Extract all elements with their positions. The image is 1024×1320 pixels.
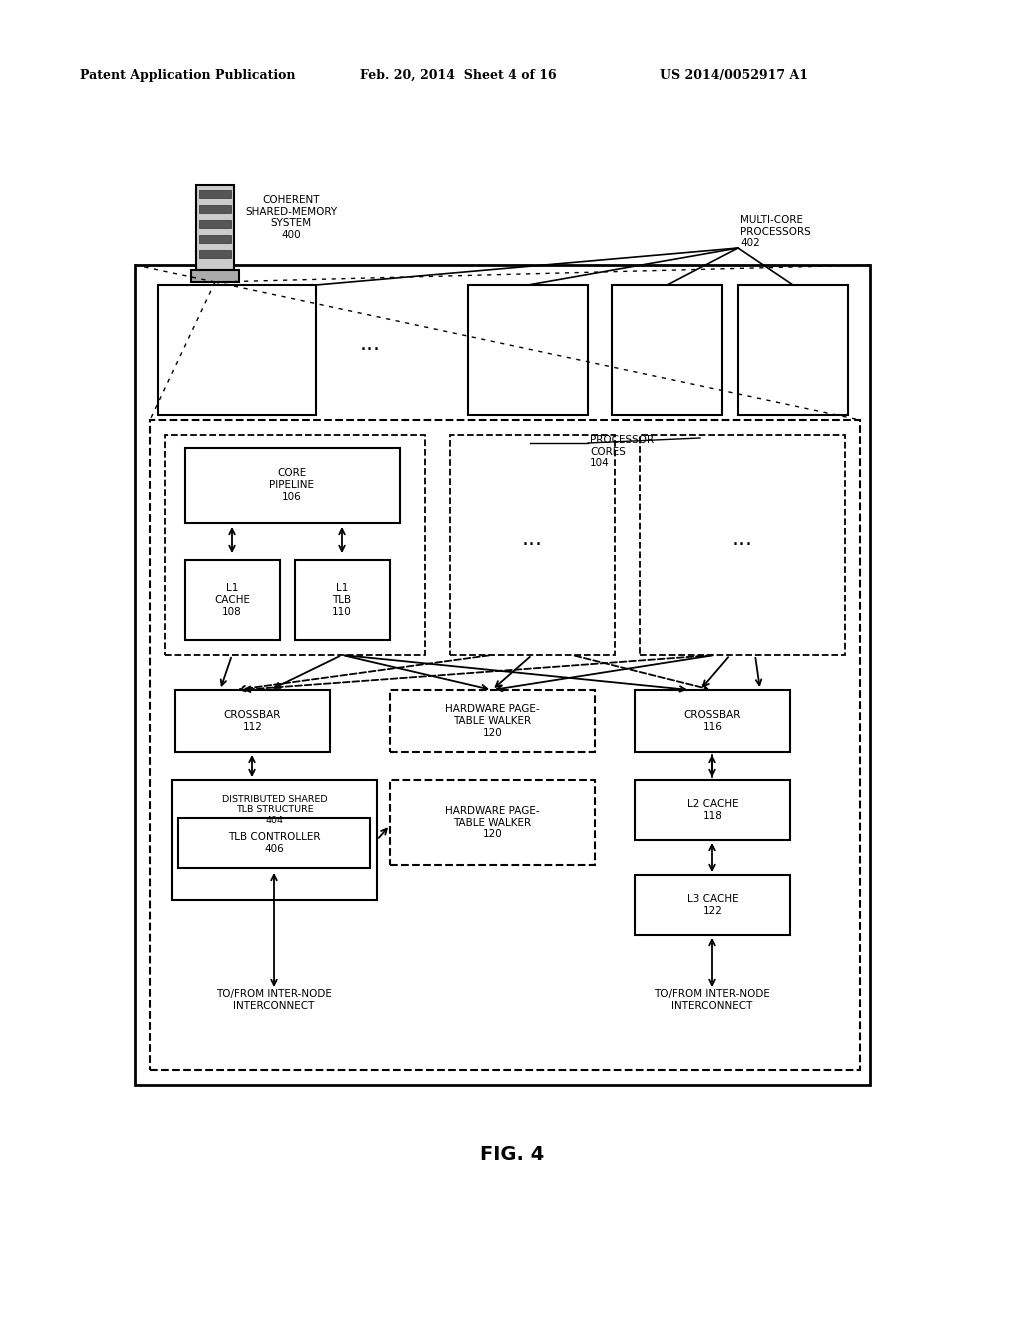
Text: DISTRIBUTED SHARED
TLB STRUCTURE
404: DISTRIBUTED SHARED TLB STRUCTURE 404 [221,795,328,825]
Bar [390,690,595,752]
Bar [196,185,234,271]
Text: CROSSBAR
116: CROSSBAR 116 [684,710,741,731]
Bar [185,560,280,640]
Text: L2 CACHE
118: L2 CACHE 118 [687,799,738,821]
Text: PROCESSOR
CORES
104: PROCESSOR CORES 104 [590,436,654,469]
Bar [199,249,231,257]
Text: Feb. 20, 2014  Sheet 4 of 16: Feb. 20, 2014 Sheet 4 of 16 [360,69,557,82]
Bar [178,818,370,869]
Text: ···: ··· [521,535,543,554]
Bar [468,285,588,414]
Bar [612,285,722,414]
Text: Patent Application Publication: Patent Application Publication [80,69,296,82]
Bar [390,780,595,865]
Bar [295,560,390,640]
Bar [199,220,231,228]
Text: TO/FROM INTER-NODE
INTERCONNECT: TO/FROM INTER-NODE INTERCONNECT [216,989,332,1011]
Bar [640,436,845,655]
Bar [185,447,400,523]
Text: TO/FROM INTER-NODE
INTERCONNECT: TO/FROM INTER-NODE INTERCONNECT [654,989,770,1011]
Bar [158,285,316,414]
Bar [635,780,790,840]
Text: HARDWARE PAGE-
TABLE WALKER
120: HARDWARE PAGE- TABLE WALKER 120 [445,807,540,840]
Bar [135,265,870,1085]
Bar [199,235,231,243]
Text: COHERENT
SHARED-MEMORY
SYSTEM
400: COHERENT SHARED-MEMORY SYSTEM 400 [245,195,337,240]
Bar [635,690,790,752]
Bar [150,420,860,1071]
Text: ···: ··· [731,535,753,554]
Text: CORE
PIPELINE
106: CORE PIPELINE 106 [269,469,314,502]
Text: L3 CACHE
122: L3 CACHE 122 [687,894,738,916]
Text: FIG. 4: FIG. 4 [480,1146,544,1164]
Text: TLB CONTROLLER
406: TLB CONTROLLER 406 [227,832,321,854]
Text: L1
TLB
110: L1 TLB 110 [332,583,352,616]
Bar [165,436,425,655]
Text: L1
CACHE
108: L1 CACHE 108 [214,583,250,616]
Bar [738,285,848,414]
Text: US 2014/0052917 A1: US 2014/0052917 A1 [660,69,808,82]
Text: MULTI-CORE
PROCESSORS
402: MULTI-CORE PROCESSORS 402 [740,215,811,248]
Bar [199,205,231,213]
Bar [175,690,330,752]
Bar [199,190,231,198]
Bar [191,271,239,282]
Bar [172,780,377,900]
Bar [450,436,615,655]
Text: ···: ··· [359,341,381,360]
Text: CROSSBAR
112: CROSSBAR 112 [224,710,282,731]
Text: HARDWARE PAGE-
TABLE WALKER
120: HARDWARE PAGE- TABLE WALKER 120 [445,705,540,738]
Bar [635,875,790,935]
